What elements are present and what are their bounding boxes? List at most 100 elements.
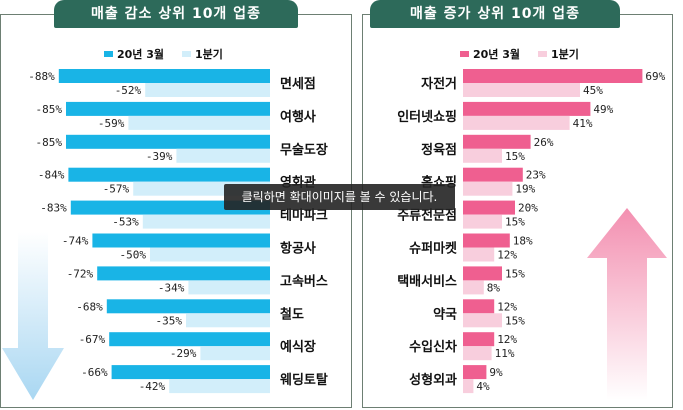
bar-march	[68, 167, 271, 182]
bar-march	[463, 233, 510, 248]
category-label: 테마파크	[280, 208, 328, 224]
value-label-march: 23%	[526, 169, 546, 182]
bar-march	[463, 167, 523, 182]
value-label-q1: -35%	[156, 314, 183, 327]
up-arrow-icon	[587, 208, 667, 400]
bar-march	[463, 266, 502, 281]
category-label: 인터넷쇼핑	[397, 109, 457, 125]
legend-label-march-right: 20년 3월	[473, 48, 521, 61]
legend-label-q1-right: 1분기	[551, 48, 579, 61]
bar-march	[92, 233, 271, 248]
category-label: 택배서비스	[397, 273, 457, 289]
value-label-march: 69%	[645, 70, 665, 83]
value-label-march: -68%	[76, 300, 103, 313]
category-label: 웨딩토탈	[280, 372, 328, 388]
legend-swatch-q1-right	[538, 51, 548, 57]
value-label-q1: -34%	[158, 281, 185, 294]
bar-q1	[463, 181, 513, 196]
bar-march	[66, 101, 270, 116]
bar-q1	[463, 247, 495, 262]
bar-q1	[186, 313, 270, 328]
value-label-march: -88%	[28, 70, 55, 83]
value-label-march: 20%	[518, 202, 538, 215]
category-label: 철도	[280, 306, 304, 322]
bar-q1	[142, 214, 270, 229]
down-arrow-icon	[2, 232, 64, 400]
bar-q1	[145, 83, 270, 97]
decrease-chart-title: 매출 감소 상위 10개 업종	[54, 0, 298, 28]
category-label: 자전거	[421, 76, 457, 92]
value-label-march: -66%	[81, 366, 108, 379]
value-label-q1: 8%	[487, 281, 501, 294]
bar-q1	[176, 148, 270, 163]
legend-swatch-march	[104, 51, 113, 57]
bar-q1	[463, 379, 474, 394]
category-label: 성형외과	[409, 372, 457, 388]
value-label-march: -83%	[40, 202, 67, 215]
value-label-q1: 15%	[505, 150, 525, 163]
bar-march	[66, 134, 270, 149]
value-label-q1: 4%	[476, 380, 490, 393]
value-label-march: -85%	[36, 136, 63, 149]
bar-march	[58, 69, 270, 83]
value-label-q1: 19%	[515, 183, 535, 196]
legend-item-march: 20년 3월	[104, 46, 164, 62]
bar-march	[463, 134, 531, 149]
value-label-march: -74%	[62, 235, 89, 248]
bar-q1	[463, 115, 570, 130]
bar-q1	[463, 346, 492, 361]
value-label-march: 18%	[513, 235, 533, 248]
value-label-q1: -53%	[112, 216, 139, 229]
category-label: 정육점	[421, 142, 457, 158]
category-label: 항공사	[280, 241, 316, 257]
legend-swatch-march-right	[460, 51, 469, 57]
value-label-march: 12%	[497, 333, 517, 346]
category-label: 면세점	[280, 76, 316, 92]
value-label-march: -72%	[67, 267, 94, 280]
category-label: 고속버스	[280, 273, 328, 289]
bar-march	[463, 200, 515, 215]
value-label-march: -67%	[79, 333, 106, 346]
bar-march	[463, 332, 495, 347]
value-label-q1: 15%	[505, 216, 525, 229]
bar-q1	[128, 115, 270, 130]
bar-q1	[463, 280, 484, 295]
bar-march	[463, 101, 591, 116]
bar-march	[109, 332, 270, 347]
bar-march	[463, 69, 643, 83]
bar-q1	[463, 148, 502, 163]
legend-item-q1-right: 1분기	[538, 46, 579, 62]
value-label-q1: -57%	[103, 183, 130, 196]
value-label-march: 15%	[505, 267, 525, 280]
value-label-march: 12%	[497, 300, 517, 313]
bar-q1	[463, 83, 580, 97]
bar-march	[463, 365, 487, 380]
bar-march	[106, 299, 270, 314]
value-label-q1: -39%	[146, 150, 173, 163]
bar-march	[111, 365, 270, 380]
category-label: 예식장	[280, 339, 316, 355]
legend-swatch-q1	[182, 51, 192, 57]
bar-march	[70, 200, 270, 215]
bar-q1	[463, 214, 502, 229]
value-label-q1: -50%	[120, 249, 147, 262]
zoom-tooltip[interactable]: 클릭하면 확대이미지를 볼 수 있습니다.	[224, 184, 455, 210]
decrease-legend: 20년 3월 1분기	[104, 46, 223, 62]
increase-chart-canvas: 69%45%자전거49%41%인터넷쇼핑26%15%정육점23%19%홈쇼핑20…	[397, 69, 667, 400]
legend-item-march-right: 20년 3월	[460, 46, 520, 62]
value-label-q1: 12%	[497, 249, 517, 262]
decrease-panel: 매출 감소 상위 10개 업종 20년 3월 1분기 -88% -52% 면세점 -8…	[0, 0, 352, 408]
bar-march	[97, 266, 270, 281]
value-label-q1: 45%	[583, 84, 603, 97]
increase-legend: 20년 3월 1분기	[460, 46, 579, 62]
value-label-q1: -59%	[98, 117, 125, 130]
category-label: 무술도장	[280, 142, 328, 158]
value-label-q1: 41%	[573, 117, 593, 130]
bar-q1	[200, 346, 270, 361]
bar-march	[463, 299, 495, 314]
value-label-q1: -42%	[139, 380, 166, 393]
legend-item-q1: 1분기	[182, 46, 223, 62]
value-label-march: 49%	[593, 103, 613, 116]
legend-label-q1: 1분기	[195, 48, 223, 61]
legend-label-march: 20년 3월	[117, 48, 165, 61]
